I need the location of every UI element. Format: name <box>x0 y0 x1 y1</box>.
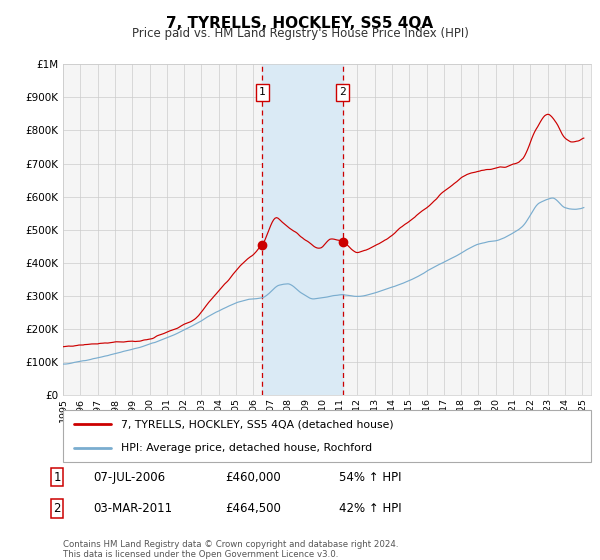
Text: 1: 1 <box>53 470 61 484</box>
FancyBboxPatch shape <box>63 410 591 462</box>
Text: £460,000: £460,000 <box>225 470 281 484</box>
Text: 42% ↑ HPI: 42% ↑ HPI <box>339 502 401 515</box>
Text: 1: 1 <box>259 87 266 97</box>
Text: 7, TYRELLS, HOCKLEY, SS5 4QA (detached house): 7, TYRELLS, HOCKLEY, SS5 4QA (detached h… <box>121 419 394 430</box>
Text: 7, TYRELLS, HOCKLEY, SS5 4QA: 7, TYRELLS, HOCKLEY, SS5 4QA <box>166 16 434 31</box>
Text: 03-MAR-2011: 03-MAR-2011 <box>93 502 172 515</box>
Text: £464,500: £464,500 <box>225 502 281 515</box>
Text: 54% ↑ HPI: 54% ↑ HPI <box>339 470 401 484</box>
Text: 2: 2 <box>53 502 61 515</box>
Text: HPI: Average price, detached house, Rochford: HPI: Average price, detached house, Roch… <box>121 443 372 453</box>
Text: 07-JUL-2006: 07-JUL-2006 <box>93 470 165 484</box>
Text: Contains HM Land Registry data © Crown copyright and database right 2024.: Contains HM Land Registry data © Crown c… <box>63 540 398 549</box>
Bar <box>262 64 343 395</box>
Text: 2: 2 <box>340 87 346 97</box>
Text: This data is licensed under the Open Government Licence v3.0.: This data is licensed under the Open Gov… <box>63 550 338 559</box>
Text: Price paid vs. HM Land Registry's House Price Index (HPI): Price paid vs. HM Land Registry's House … <box>131 27 469 40</box>
